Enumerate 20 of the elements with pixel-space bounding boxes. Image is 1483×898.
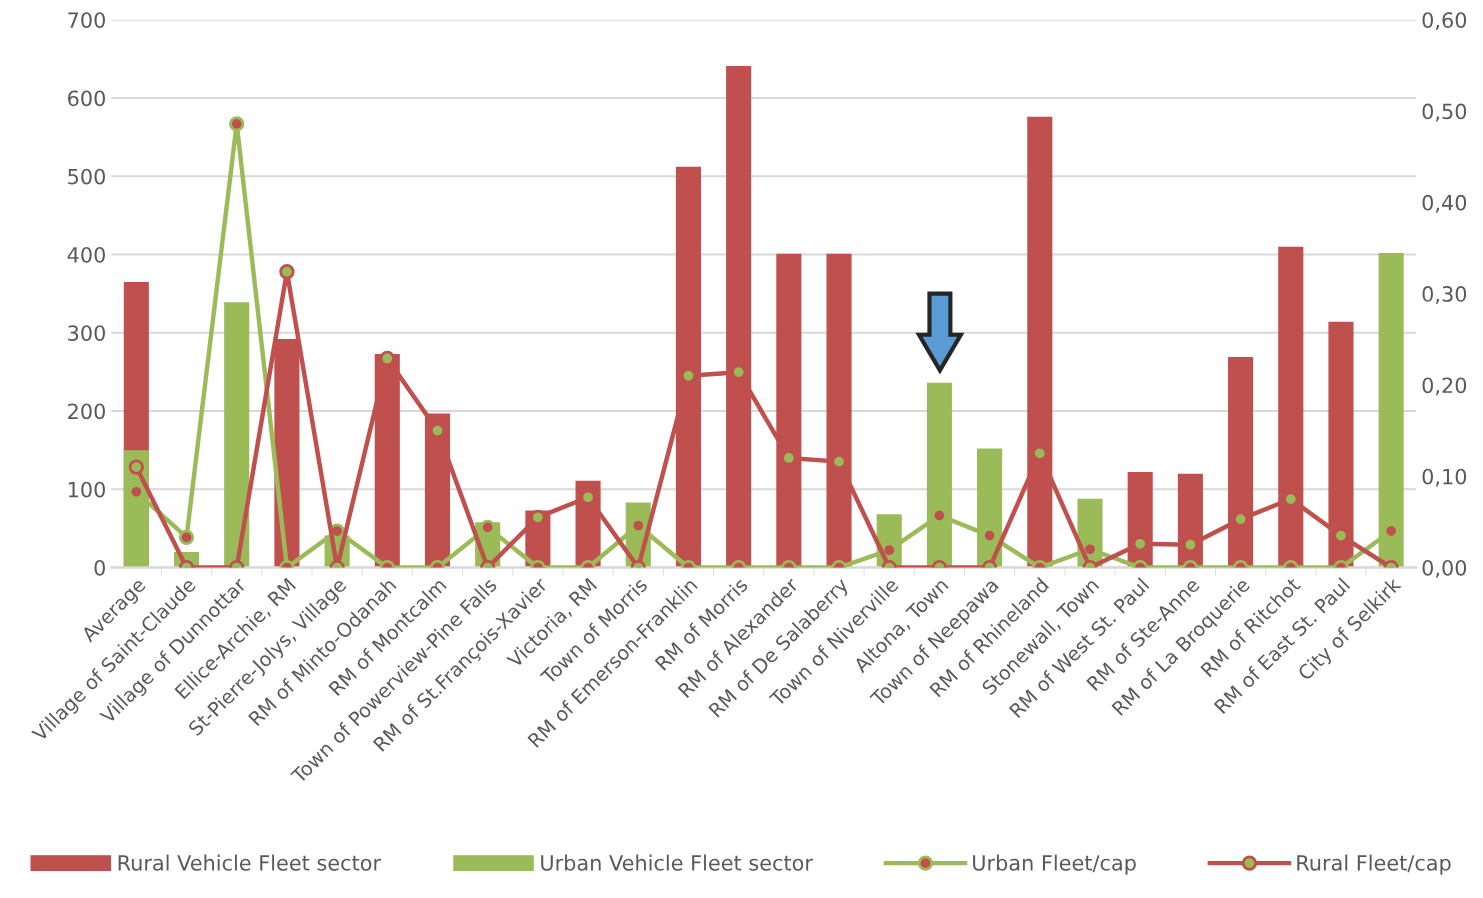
y-tick-label: 700 [68,12,105,28]
y-tick-label: 600 [68,90,105,107]
y-tick-label: 100 [68,481,105,498]
y-tick-label: 0 [94,559,105,576]
y2-tick-label: 0,10 [1422,468,1467,487]
y-tick-label: 500 [68,168,105,185]
y2-tick-label: 0,50 [1422,103,1467,122]
y2-tick-label: 0,60 [1422,12,1467,31]
y-tick-label: 300 [68,325,105,341]
bar [224,302,250,568]
y-tick-label: 400 [67,246,105,263]
y2-tick-label: 0,00 [1422,559,1467,578]
y-tick-label: 200 [68,403,105,420]
legend-label: Rural Fleet/cap [1297,854,1451,875]
legend-label: Urban Fleet/cap [973,854,1136,875]
legend-label: Rural Vehicle Fleet sector [118,854,382,871]
y2-tick-label: 0,40 [1422,194,1467,213]
y2-tick-label: 0,30 [1422,286,1467,304]
y2-tick-label: 0,20 [1422,377,1467,396]
legend-label: Urban Vehicle Fleet sector [541,854,813,871]
